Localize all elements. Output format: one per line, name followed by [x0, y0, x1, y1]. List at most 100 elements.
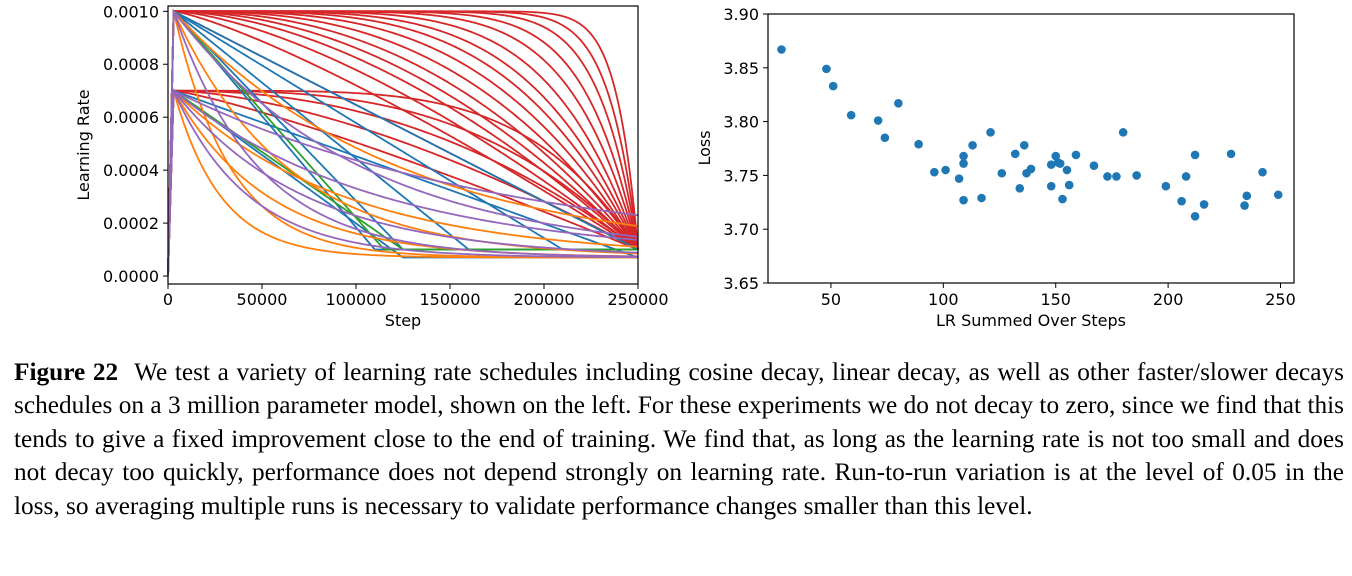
left-y-axis-label: Learning Rate [74, 89, 93, 200]
figure-panels: 0 50000 100000 150000 200000 250000 0.00000.0… [74, 2, 1296, 330]
right-x-ticks: 50 100 150 200 250 [821, 283, 1296, 309]
right-xtick-label: 200 [1153, 290, 1184, 309]
figure-caption: Figure 22 We test a variety of learning r… [14, 356, 1344, 523]
right-xtick-label: 100 [928, 290, 959, 309]
scatter-point-16 [986, 128, 995, 137]
lr-line-power-decay-6 [167, 10, 639, 277]
scatter-point-7 [914, 139, 923, 149]
lr-line-exponential-decay-32 [167, 9, 639, 277]
scatter-point-15 [977, 193, 986, 203]
lr-line-linear-decay-25 [167, 9, 639, 277]
scatter-point-12 [959, 159, 968, 168]
scatter-point-0 [777, 45, 786, 54]
lr-line-exponential-decay-low-35 [167, 88, 639, 277]
right-ytick-label: 3.85 [723, 59, 759, 78]
lr-line-power-decay-2 [167, 10, 639, 277]
lr-schedule-lines [167, 8, 639, 277]
left-ytick-label: 0.0006 [103, 108, 159, 127]
left-x-ticks: 0 50000 100000 150000 200000 250000 [163, 284, 669, 309]
scatter-point-30 [1064, 180, 1074, 190]
loss-scatter-points [777, 45, 1283, 221]
right-axes-frame [767, 13, 1295, 284]
scatter-point-31 [1071, 150, 1081, 160]
scatter-point-17 [997, 168, 1007, 178]
left-ytick-label: 0.0000 [103, 267, 159, 286]
lr-line-mixed-decay-low-40 [167, 88, 639, 277]
scatter-point-27 [1055, 159, 1065, 168]
scatter-point-45 [1242, 191, 1252, 201]
right-ytick-label: 3.65 [723, 274, 759, 293]
scatter-point-25 [1051, 151, 1061, 161]
scatter-point-36 [1132, 171, 1141, 180]
right-x-axis-label: LR Summed Over Steps [936, 311, 1126, 330]
scatter-point-34 [1112, 172, 1121, 181]
scatter-point-20 [1019, 140, 1029, 150]
scatter-point-32 [1089, 161, 1099, 171]
right-xtick-label: 250 [1265, 290, 1296, 309]
left-axes-frame [167, 5, 639, 285]
scatter-point-19 [1015, 184, 1025, 193]
lr-line-mixed-decay-low-38 [167, 90, 639, 277]
left-x-axis-label: Step [385, 311, 421, 330]
scatter-point-11 [959, 151, 968, 161]
lr-line-power-decay-5 [167, 10, 639, 277]
scatter-point-8 [930, 167, 939, 177]
right-xtick-label: 150 [1040, 290, 1071, 309]
left-xtick-label: 150000 [419, 290, 480, 309]
caption-text: We test a variety of learning rate sched… [14, 358, 1344, 520]
right-ytick-label: 3.75 [723, 166, 759, 185]
scatter-point-40 [1190, 150, 1200, 160]
scatter-point-14 [968, 140, 977, 150]
scatter-point-35 [1118, 128, 1128, 137]
scatter-point-37 [1161, 181, 1171, 191]
scatter-point-44 [1240, 201, 1249, 210]
scatter-point-47 [1273, 190, 1283, 200]
scatter-point-9 [941, 165, 950, 175]
caption-label: Figure 22 [14, 358, 119, 386]
lr-line-exponential-decay-low-33 [167, 90, 639, 277]
scatter-point-5 [880, 133, 890, 143]
left-xtick-label: 0 [163, 290, 173, 309]
left-ytick-label: 0.0004 [103, 161, 159, 180]
left-ytick-label: 0.0010 [103, 2, 159, 21]
scatter-point-33 [1103, 172, 1112, 181]
lr-line-power-decay-4 [167, 10, 639, 277]
lr-line-power-decay-3 [167, 10, 639, 277]
scatter-point-18 [1010, 149, 1020, 159]
scatter-point-4 [873, 116, 883, 125]
scatter-point-2 [828, 81, 838, 91]
left-y-ticks: 0.0000 0.0002 0.0004 0.0006 0.0008 0.0010 [103, 2, 168, 286]
scatter-point-42 [1199, 200, 1209, 209]
scatter-point-13 [959, 195, 968, 205]
scatter-point-23 [1046, 160, 1056, 169]
right-ytick-label: 3.70 [723, 220, 759, 239]
left-xtick-label: 200000 [513, 290, 574, 309]
left-ytick-label: 0.0002 [103, 214, 159, 233]
lr-line-mixed-decay-low-41 [167, 89, 639, 277]
scatter-point-24 [1046, 181, 1056, 191]
scatter-point-10 [954, 174, 964, 183]
right-y-ticks: 3.65 3.70 3.75 3.80 3.85 3.90 [723, 5, 768, 293]
scatter-point-1 [822, 64, 831, 74]
right-ytick-label: 3.80 [723, 113, 759, 132]
scatter-point-29 [1062, 165, 1072, 175]
scatter-point-3 [846, 110, 856, 120]
lr-line-power-decay-low-16 [167, 89, 639, 277]
scatter-point-6 [894, 99, 903, 108]
scatter-point-38 [1177, 196, 1186, 206]
lr-line-mixed-decay-low-39 [167, 88, 639, 277]
lr-line-mixed-decay-37 [167, 8, 639, 277]
lr-line-mixed-decay-36 [167, 11, 639, 277]
right-xtick-label: 50 [821, 290, 841, 309]
learning-rate-chart: 0 50000 100000 150000 200000 250000 0.00000.0… [74, 2, 669, 330]
scatter-point-46 [1258, 167, 1267, 177]
left-xtick-label: 50000 [237, 290, 288, 309]
loss-scatter-chart: 50 100 150 200 250 3.653.703.753.803.853.90 … [695, 5, 1296, 330]
scatter-point-22 [1026, 164, 1036, 174]
left-ytick-label: 0.0008 [103, 55, 159, 74]
scatter-point-28 [1058, 194, 1067, 204]
scatter-point-41 [1190, 211, 1200, 221]
left-xtick-label: 250000 [607, 290, 668, 309]
right-ytick-label: 3.90 [723, 5, 759, 24]
scatter-point-43 [1226, 149, 1236, 159]
